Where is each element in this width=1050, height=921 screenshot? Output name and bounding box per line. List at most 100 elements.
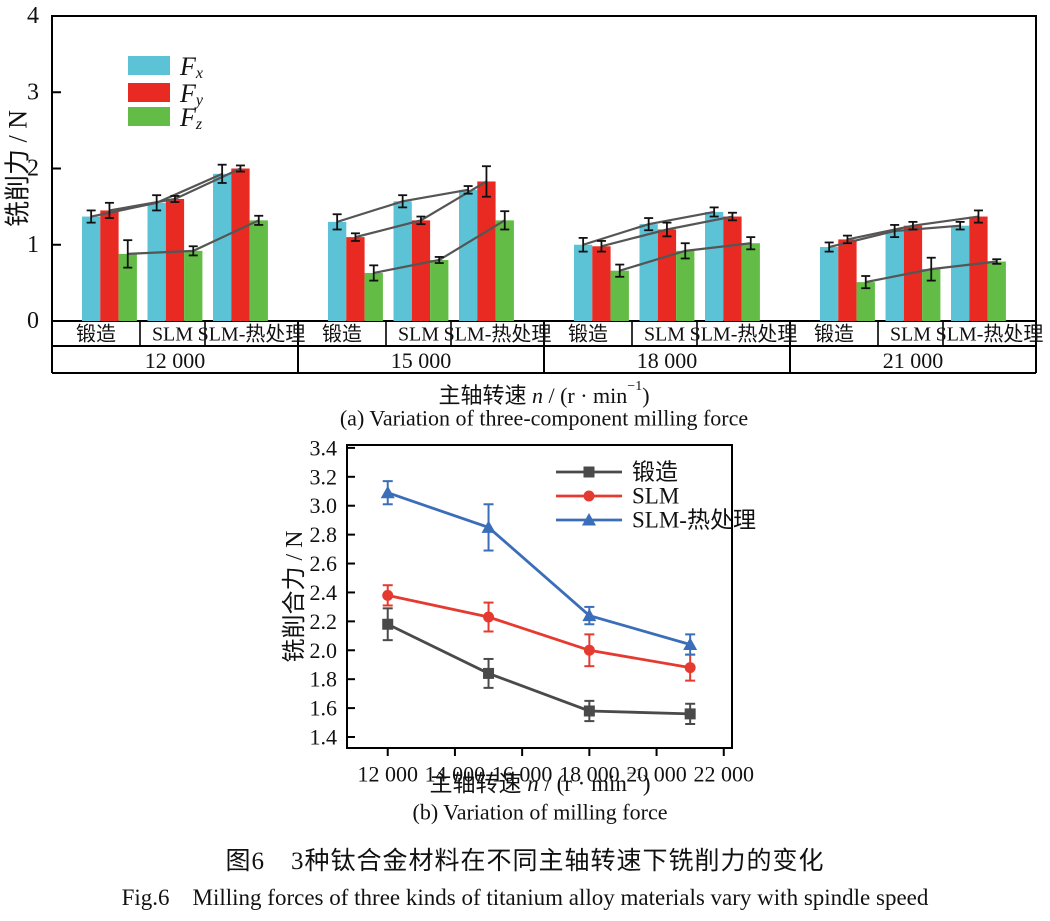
bar-Fz-12 000-锻造 xyxy=(118,253,137,321)
error-bar xyxy=(861,275,871,290)
marker-SLM xyxy=(382,589,394,601)
bar-Fy-21 000-锻造 xyxy=(838,239,857,321)
error-bar xyxy=(890,224,900,239)
y-axis-title: 铣削力 / N xyxy=(4,110,33,227)
error-bar xyxy=(992,258,1002,265)
material-cell-label: SLM-热处理 xyxy=(936,323,1044,346)
marker-SLM-热处理 xyxy=(683,637,698,650)
y-tick-label: 3.4 xyxy=(310,435,338,460)
chart-b-resultant-force-line-chart: 1.4 1.6 1.8 2.0 2.2 2.4 2.6 2.8 3.0 3.2 3.4 12 000 1… xyxy=(281,435,756,824)
error-bar xyxy=(842,234,852,245)
y-tick-label: 3 xyxy=(27,79,39,105)
material-cell-label: SLM xyxy=(890,324,931,346)
error-bar xyxy=(926,256,936,282)
y-tick-label: 2.8 xyxy=(310,522,338,547)
marker-SLM xyxy=(684,662,696,674)
speed-cell-label: 12 000 xyxy=(145,348,206,373)
error-bar xyxy=(86,209,96,224)
error-bar xyxy=(500,210,510,231)
error-bar xyxy=(746,236,756,251)
bar-Fz-21 000-SLM xyxy=(922,269,941,321)
y-tick-label: 3.2 xyxy=(310,464,338,489)
bar-Fx-15 000-SLM xyxy=(393,201,412,321)
x-axis-title: 主轴转速 n / (r · min−1) xyxy=(438,379,649,408)
series-line-SLM xyxy=(387,593,691,670)
error-bar xyxy=(123,239,133,269)
y-tick-label: 2.4 xyxy=(310,580,338,605)
material-cell-label: 锻造 xyxy=(568,323,608,346)
x-tick-label: 14 000 xyxy=(425,762,486,787)
material-cell-label: SLM xyxy=(644,324,685,346)
x-tick-label: 20 000 xyxy=(626,762,687,787)
legend-marker-SLM-热处理 xyxy=(582,513,596,526)
error-bar xyxy=(709,206,719,218)
legend-label-Fx: Fx xyxy=(179,52,203,82)
series-line-锻造 xyxy=(387,622,691,716)
error-bar xyxy=(434,256,444,264)
legend-swatch-Fy xyxy=(128,83,170,102)
y-tick-label: 3.0 xyxy=(310,493,338,518)
material-cell-label: 锻造 xyxy=(76,323,116,346)
subcaption-a: (a) Variation of three-component milling… xyxy=(340,406,748,431)
legend-label-锻造: 锻造 xyxy=(632,460,678,485)
marker-锻造 xyxy=(382,618,394,630)
error-bar xyxy=(170,195,180,203)
figure-caption-chinese: 图6 3种钛合金材料在不同主轴转速下铣削力的变化 xyxy=(225,848,825,875)
y-tick-label: 1.4 xyxy=(310,725,338,750)
error-bar xyxy=(973,209,983,224)
bar-Fx-18 000-SLM-热处理 xyxy=(705,211,724,321)
figure-caption-english: Fig.6 Milling forces of three kinds of t… xyxy=(121,885,929,910)
x-tick-label: 22 000 xyxy=(694,762,755,787)
marker-锻造 xyxy=(583,705,595,717)
bar-Fz-12 000-SLM xyxy=(184,250,203,321)
error-bar xyxy=(824,241,834,253)
error-bar xyxy=(235,164,245,173)
bar-Fy-21 000-SLM-热处理 xyxy=(969,216,988,321)
bar-Fy-18 000-锻造 xyxy=(592,246,611,321)
error-bar xyxy=(398,194,408,209)
error-bar xyxy=(662,221,672,238)
material-cell-label: SLM xyxy=(398,324,439,346)
bar-Fz-15 000-SLM-热处理 xyxy=(495,220,514,321)
bar-group-21 000 xyxy=(820,216,1006,321)
x-tick-label: 12 000 xyxy=(357,762,418,787)
x-axis-title: 主轴转速 n / (r · min−1) xyxy=(429,766,650,796)
y-tick-label: 0 xyxy=(27,308,39,334)
y-tick-label: 2.0 xyxy=(310,638,338,663)
bar-Fx-15 000-SLM-热处理 xyxy=(459,189,478,321)
error-bar xyxy=(152,194,162,212)
error-bar xyxy=(254,214,264,226)
bar-Fx-18 000-锻造 xyxy=(574,244,593,321)
bar-Fz-21 000-锻造 xyxy=(856,282,875,321)
material-cell-label: SLM-热处理 xyxy=(690,323,798,346)
error-bar xyxy=(332,213,342,231)
legend-label-SLM: SLM xyxy=(632,484,679,509)
speed-cell-label: 15 000 xyxy=(391,348,452,373)
error-bar xyxy=(416,215,426,226)
error-bar xyxy=(188,245,198,257)
bar-Fy-12 000-锻造 xyxy=(100,210,119,321)
y-tick-label: 2.6 xyxy=(310,551,338,576)
bar-Fz-18 000-SLM-热处理 xyxy=(741,243,760,321)
marker-锻造 xyxy=(684,708,696,720)
marker-SLM xyxy=(583,644,595,656)
bar-Fy-18 000-SLM xyxy=(657,229,677,321)
x-tick-label: 18 000 xyxy=(559,762,620,787)
error-bar xyxy=(596,240,606,253)
bar-Fy-15 000-锻造 xyxy=(346,237,365,321)
error-bar xyxy=(217,163,227,184)
legend-marker-SLM xyxy=(583,490,595,502)
y-tick-label: 2 xyxy=(27,156,39,182)
error-bar xyxy=(727,211,737,222)
bar-Fy-12 000-SLM-热处理 xyxy=(231,168,250,321)
bar-Fy-18 000-SLM-热处理 xyxy=(723,216,742,321)
bar-group-18 000 xyxy=(574,211,760,321)
y-tick-label: 1 xyxy=(27,232,39,258)
x-tick-label: 16 000 xyxy=(492,762,553,787)
y-tick-label: 4 xyxy=(27,3,39,29)
y-axis-title: 铣削合力 / N xyxy=(281,531,308,663)
bar-Fx-12 000-SLM-热处理 xyxy=(213,173,232,321)
bar-Fz-15 000-SLM xyxy=(430,260,449,321)
legend-label-Fy: Fy xyxy=(179,79,204,109)
